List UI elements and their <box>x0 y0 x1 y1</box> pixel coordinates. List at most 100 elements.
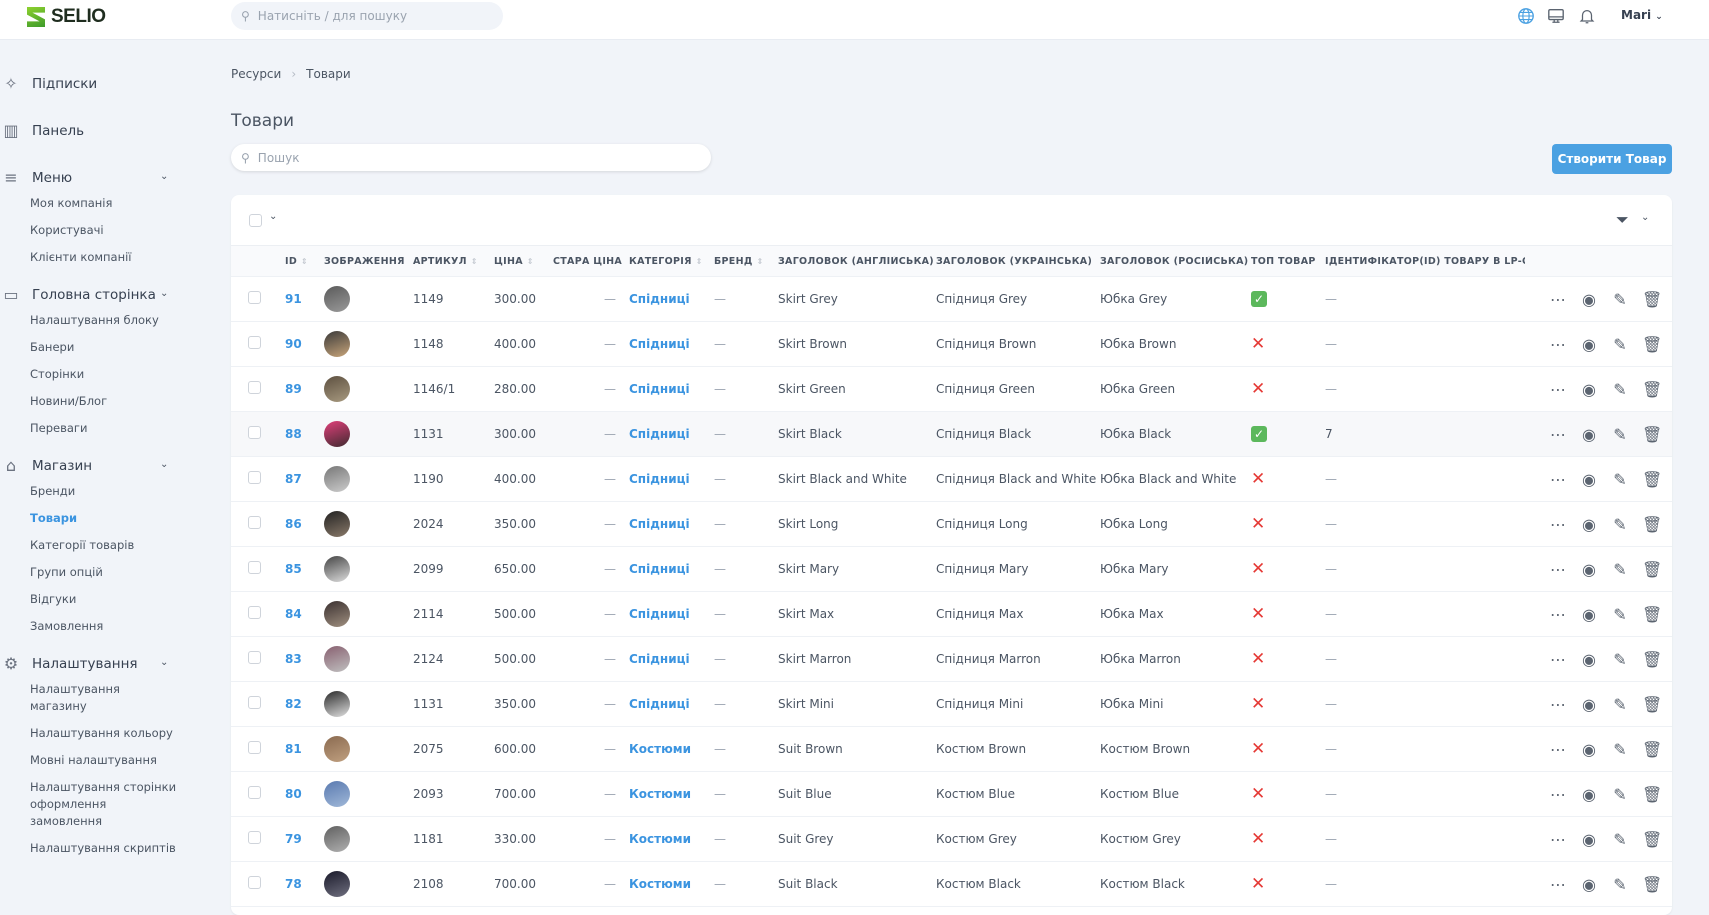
category-link[interactable]: Костюми <box>629 832 692 846</box>
row-checkbox[interactable] <box>248 606 261 619</box>
row-checkbox[interactable] <box>248 831 261 844</box>
sidebar-item[interactable]: Налаштування кольору <box>30 726 173 740</box>
column-header[interactable]: БРЕНД ⇕ <box>714 256 778 267</box>
row-checkbox[interactable] <box>248 336 261 349</box>
category-link[interactable]: Спідниці <box>629 517 690 531</box>
trash-icon[interactable]: 🗑 <box>1642 785 1663 804</box>
eye-icon[interactable]: ◉ <box>1582 470 1596 489</box>
eye-icon[interactable]: ◉ <box>1582 830 1596 849</box>
eye-icon[interactable]: ◉ <box>1582 515 1596 534</box>
row-checkbox[interactable] <box>248 741 261 754</box>
eye-icon[interactable]: ◉ <box>1582 875 1596 894</box>
trash-icon[interactable]: 🗑 <box>1642 515 1663 534</box>
product-id-link[interactable]: 85 <box>285 562 302 576</box>
user-menu[interactable]: Mari ⌄ <box>1621 8 1663 22</box>
sidebar-item[interactable]: Сторінки <box>30 367 85 381</box>
more-icon[interactable]: ⋯ <box>1550 560 1566 579</box>
column-header[interactable]: ЦІНА ⇕ <box>494 256 553 267</box>
chevron-down-icon[interactable]: ⌄ <box>160 288 169 299</box>
trash-icon[interactable]: 🗑 <box>1642 740 1663 759</box>
edit-icon[interactable]: ✎ <box>1613 425 1627 444</box>
bell-icon[interactable] <box>1578 7 1596 25</box>
eye-icon[interactable]: ◉ <box>1582 290 1596 309</box>
breadcrumb-resources[interactable]: Ресурси <box>231 67 282 81</box>
eye-icon[interactable]: ◉ <box>1582 380 1596 399</box>
edit-icon[interactable]: ✎ <box>1613 560 1627 579</box>
row-checkbox[interactable] <box>248 561 261 574</box>
chevron-down-icon[interactable]: ⌄ <box>1641 212 1650 223</box>
trash-icon[interactable]: 🗑 <box>1642 605 1663 624</box>
more-icon[interactable]: ⋯ <box>1550 290 1566 309</box>
sidebar-group-4[interactable]: ⌂ Магазин ⌄ <box>0 442 225 489</box>
sidebar-group-5[interactable]: ⚙ Налаштування ⌄ <box>0 640 225 687</box>
trash-icon[interactable]: 🗑 <box>1642 290 1663 309</box>
sidebar-item[interactable]: Налаштування сторінки оформлення замовле… <box>30 780 177 828</box>
category-link[interactable]: Спідниці <box>629 382 690 396</box>
edit-icon[interactable]: ✎ <box>1613 335 1627 354</box>
sidebar-item[interactable]: Групи опцій <box>30 565 103 579</box>
sidebar-item[interactable]: Мовні налаштування <box>30 753 157 767</box>
more-icon[interactable]: ⋯ <box>1550 740 1566 759</box>
sidebar-group-0[interactable]: ✧ Підписки <box>0 60 225 107</box>
category-link[interactable]: Костюми <box>629 877 692 891</box>
sort-icon[interactable]: ⇕ <box>301 256 309 266</box>
sidebar-item[interactable]: Товари <box>30 511 78 525</box>
product-id-link[interactable]: 79 <box>285 832 302 846</box>
sidebar-item[interactable]: Банери <box>30 340 75 354</box>
sidebar-item[interactable]: Бренди <box>30 484 76 498</box>
category-link[interactable]: Спідниці <box>629 562 690 576</box>
edit-icon[interactable]: ✎ <box>1613 740 1627 759</box>
product-id-link[interactable]: 81 <box>285 742 302 756</box>
category-link[interactable]: Спідниці <box>629 607 690 621</box>
eye-icon[interactable]: ◉ <box>1582 560 1596 579</box>
category-link[interactable]: Спідниці <box>629 337 690 351</box>
edit-icon[interactable]: ✎ <box>1613 695 1627 714</box>
category-link[interactable]: Спідниці <box>629 292 690 306</box>
sidebar-item[interactable]: Налаштування скриптів <box>30 841 176 855</box>
eye-icon[interactable]: ◉ <box>1582 740 1596 759</box>
row-checkbox[interactable] <box>248 471 261 484</box>
row-checkbox[interactable] <box>248 786 261 799</box>
product-id-link[interactable]: 78 <box>285 877 302 891</box>
trash-icon[interactable]: 🗑 <box>1642 875 1663 894</box>
category-link[interactable]: Спідниці <box>629 472 690 486</box>
trash-icon[interactable]: 🗑 <box>1642 470 1663 489</box>
trash-icon[interactable]: 🗑 <box>1642 380 1663 399</box>
more-icon[interactable]: ⋯ <box>1550 515 1566 534</box>
sidebar-group-2[interactable]: ≡ Меню ⌄ <box>0 154 225 201</box>
trash-icon[interactable]: 🗑 <box>1642 560 1663 579</box>
global-search-input[interactable]: ⚲ Натисніть / для пошуку <box>231 2 503 30</box>
chevron-down-icon[interactable]: ⌄ <box>160 171 169 182</box>
more-icon[interactable]: ⋯ <box>1550 695 1566 714</box>
search-input[interactable]: ⚲ Пошук <box>231 144 711 171</box>
more-icon[interactable]: ⋯ <box>1550 650 1566 669</box>
chevron-down-icon[interactable]: ⌄ <box>160 459 169 470</box>
edit-icon[interactable]: ✎ <box>1613 830 1627 849</box>
eye-icon[interactable]: ◉ <box>1582 425 1596 444</box>
sidebar-item[interactable]: Користувачі <box>30 223 104 237</box>
product-id-link[interactable]: 90 <box>285 337 302 351</box>
edit-icon[interactable]: ✎ <box>1613 515 1627 534</box>
product-id-link[interactable]: 84 <box>285 607 302 621</box>
trash-icon[interactable]: 🗑 <box>1642 425 1663 444</box>
row-checkbox[interactable] <box>248 381 261 394</box>
select-all-checkbox[interactable] <box>249 214 262 227</box>
create-product-button[interactable]: Створити Товар <box>1552 144 1672 174</box>
edit-icon[interactable]: ✎ <box>1613 650 1627 669</box>
eye-icon[interactable]: ◉ <box>1582 335 1596 354</box>
edit-icon[interactable]: ✎ <box>1613 785 1627 804</box>
category-link[interactable]: Костюми <box>629 787 692 801</box>
eye-icon[interactable]: ◉ <box>1582 695 1596 714</box>
row-checkbox[interactable] <box>248 426 261 439</box>
column-header[interactable]: КАТЕГОРІЯ ⇕ <box>629 256 714 267</box>
row-checkbox[interactable] <box>248 291 261 304</box>
chevron-down-icon[interactable]: ⌄ <box>160 657 169 668</box>
sort-icon[interactable]: ⇕ <box>756 256 764 266</box>
sidebar-item[interactable]: Відгуки <box>30 592 77 606</box>
edit-icon[interactable]: ✎ <box>1613 470 1627 489</box>
product-id-link[interactable]: 89 <box>285 382 302 396</box>
chevron-down-icon[interactable]: ⌄ <box>269 211 278 222</box>
sidebar-group-1[interactable]: ▥ Панель <box>0 107 225 154</box>
more-icon[interactable]: ⋯ <box>1550 335 1566 354</box>
sidebar-item[interactable]: Налаштування блоку <box>30 313 159 327</box>
